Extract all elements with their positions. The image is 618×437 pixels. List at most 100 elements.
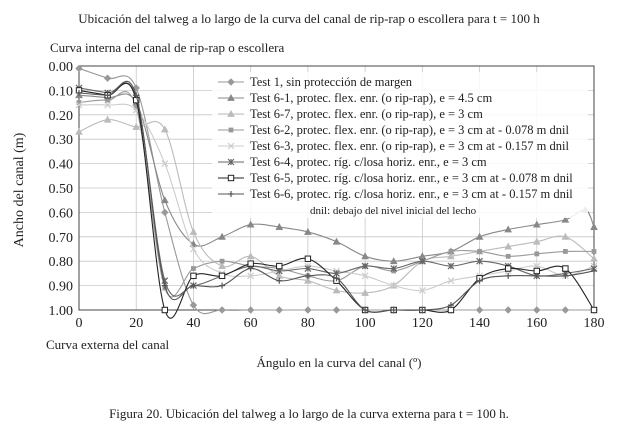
legend-label-2: Test 6-1, protec. flex. enr. (o rip-rap)…: [250, 91, 492, 105]
y-tick-label: 0.80: [49, 255, 74, 270]
data-point-series-4: [219, 258, 225, 264]
legend-marker-1: [227, 78, 235, 86]
x-tick-label: 100: [355, 316, 376, 331]
chart-title: Ubicación del talweg a lo largo de la cu…: [78, 11, 540, 26]
data-point-series-1: [132, 84, 140, 92]
data-point-series-3: [361, 288, 369, 296]
data-point-series-8: [304, 272, 311, 279]
data-point-series-5: [104, 101, 112, 109]
data-point-series-1: [475, 306, 484, 314]
outer-curve-label: Curva externa del canal: [46, 337, 170, 352]
data-point-series-1: [332, 306, 341, 314]
legend-note: dnil: debajo del nivel inicial del lecho: [310, 205, 477, 217]
data-point-series-8: [104, 92, 111, 99]
data-point-series-8: [276, 277, 283, 284]
data-point-series-1: [275, 306, 283, 314]
data-point-series-8: [533, 272, 540, 279]
data-point-series-6: [304, 265, 312, 272]
data-point-series-2: [304, 227, 312, 235]
legend-marker-4: [228, 127, 234, 133]
data-point-series-1: [246, 306, 255, 314]
legend-marker-6: [227, 158, 235, 166]
data-point-series-3: [447, 252, 455, 260]
data-point-series-6: [361, 262, 369, 270]
y-tick-label: 0.60: [49, 206, 74, 221]
x-tick-label: 80: [301, 316, 315, 331]
data-point-series-2: [475, 232, 484, 240]
data-point-series-8: [476, 277, 483, 284]
data-point-series-8: [161, 282, 168, 289]
data-point-series-3: [218, 262, 226, 269]
data-point-series-4: [105, 97, 111, 103]
data-point-series-1: [189, 301, 198, 309]
data-point-series-5: [75, 101, 83, 109]
data-point-series-4: [591, 249, 597, 254]
legend-label-8: Test 6-6, protec. ríg. c/losa horiz. enr…: [250, 187, 573, 201]
legend-label-7: Test 6-5, protec. ríg. c/losa horiz. enr…: [250, 171, 573, 185]
y-tick-label: 0.10: [49, 84, 74, 99]
data-point-series-1: [75, 64, 83, 73]
data-point-series-7: [276, 262, 283, 270]
data-point-series-1: [103, 74, 112, 82]
data-point-series-3: [532, 237, 541, 245]
data-point-series-8: [133, 92, 140, 99]
y-tick-label: 0.90: [49, 280, 74, 295]
data-point-series-7: [218, 272, 226, 280]
legend-label-1: Test 1, sin protección de margen: [250, 75, 413, 89]
data-point-series-4: [133, 105, 139, 110]
legend-label-5: Test 6-3, protec. flex. enr. (o rip-rap)…: [250, 139, 569, 153]
legend-marker-5: [227, 142, 235, 150]
data-point-series-2: [590, 223, 598, 230]
y-tick-label: 0.20: [49, 109, 74, 124]
data-point-series-7: [504, 265, 512, 272]
x-axis-label: Ángulo en la curva del canal (º): [256, 355, 422, 370]
data-point-series-3: [304, 276, 312, 284]
data-point-series-8: [419, 307, 426, 313]
legend-marker-3: [227, 109, 235, 117]
inner-curve-label: Curva interna del canal de rip-rap o esc…: [50, 40, 285, 55]
data-point-series-7: [304, 255, 312, 262]
y-tick-label: 0.70: [49, 231, 74, 246]
y-tick-label: 0.40: [49, 158, 74, 173]
legend-label-4: Test 6-2, protec. flex. enr. (o rip-rap)…: [250, 123, 569, 137]
x-tick-label: 0: [76, 316, 83, 331]
data-point-series-7: [161, 306, 169, 314]
legend-marker-2: [227, 93, 235, 101]
data-point-series-5: [190, 245, 197, 253]
data-point-series-1: [161, 208, 169, 217]
y-tick-label: 1.00: [49, 304, 74, 319]
data-point-series-3: [590, 254, 598, 262]
data-point-series-8: [447, 302, 454, 309]
data-point-series-3: [160, 125, 169, 133]
data-point-series-8: [390, 307, 397, 313]
data-point-series-3: [246, 252, 255, 260]
data-point-series-5: [447, 277, 455, 285]
data-point-series-3: [103, 115, 112, 123]
data-point-series-8: [333, 275, 340, 282]
data-point-series-5: [418, 287, 426, 294]
data-point-series-5: [247, 272, 255, 280]
data-point-series-5: [390, 282, 398, 290]
data-point-series-8: [591, 267, 597, 274]
x-tick-label: 40: [186, 316, 200, 331]
data-point-series-6: [476, 257, 483, 265]
data-point-series-4: [505, 253, 511, 259]
data-point-series-8: [505, 272, 512, 279]
data-point-series-3: [332, 286, 341, 294]
data-point-series-8: [362, 307, 369, 313]
x-tick-label: 60: [244, 316, 258, 331]
data-point-series-8: [247, 265, 254, 272]
data-point-series-2: [504, 225, 513, 233]
y-tick-label: 0.30: [49, 133, 74, 148]
data-point-series-6: [390, 265, 398, 272]
data-point-series-3: [189, 227, 198, 235]
legend-label-3: Test 6-7, protec. flex. enr. (o rip-rap)…: [250, 107, 483, 121]
data-point-series-7: [190, 272, 197, 280]
data-point-series-1: [218, 306, 226, 314]
legend-box: [212, 72, 588, 218]
data-point-series-3: [75, 127, 83, 135]
data-point-series-8: [76, 89, 82, 96]
x-tick-label: 160: [526, 316, 547, 331]
data-point-series-7: [562, 265, 569, 272]
data-point-series-1: [304, 306, 312, 314]
